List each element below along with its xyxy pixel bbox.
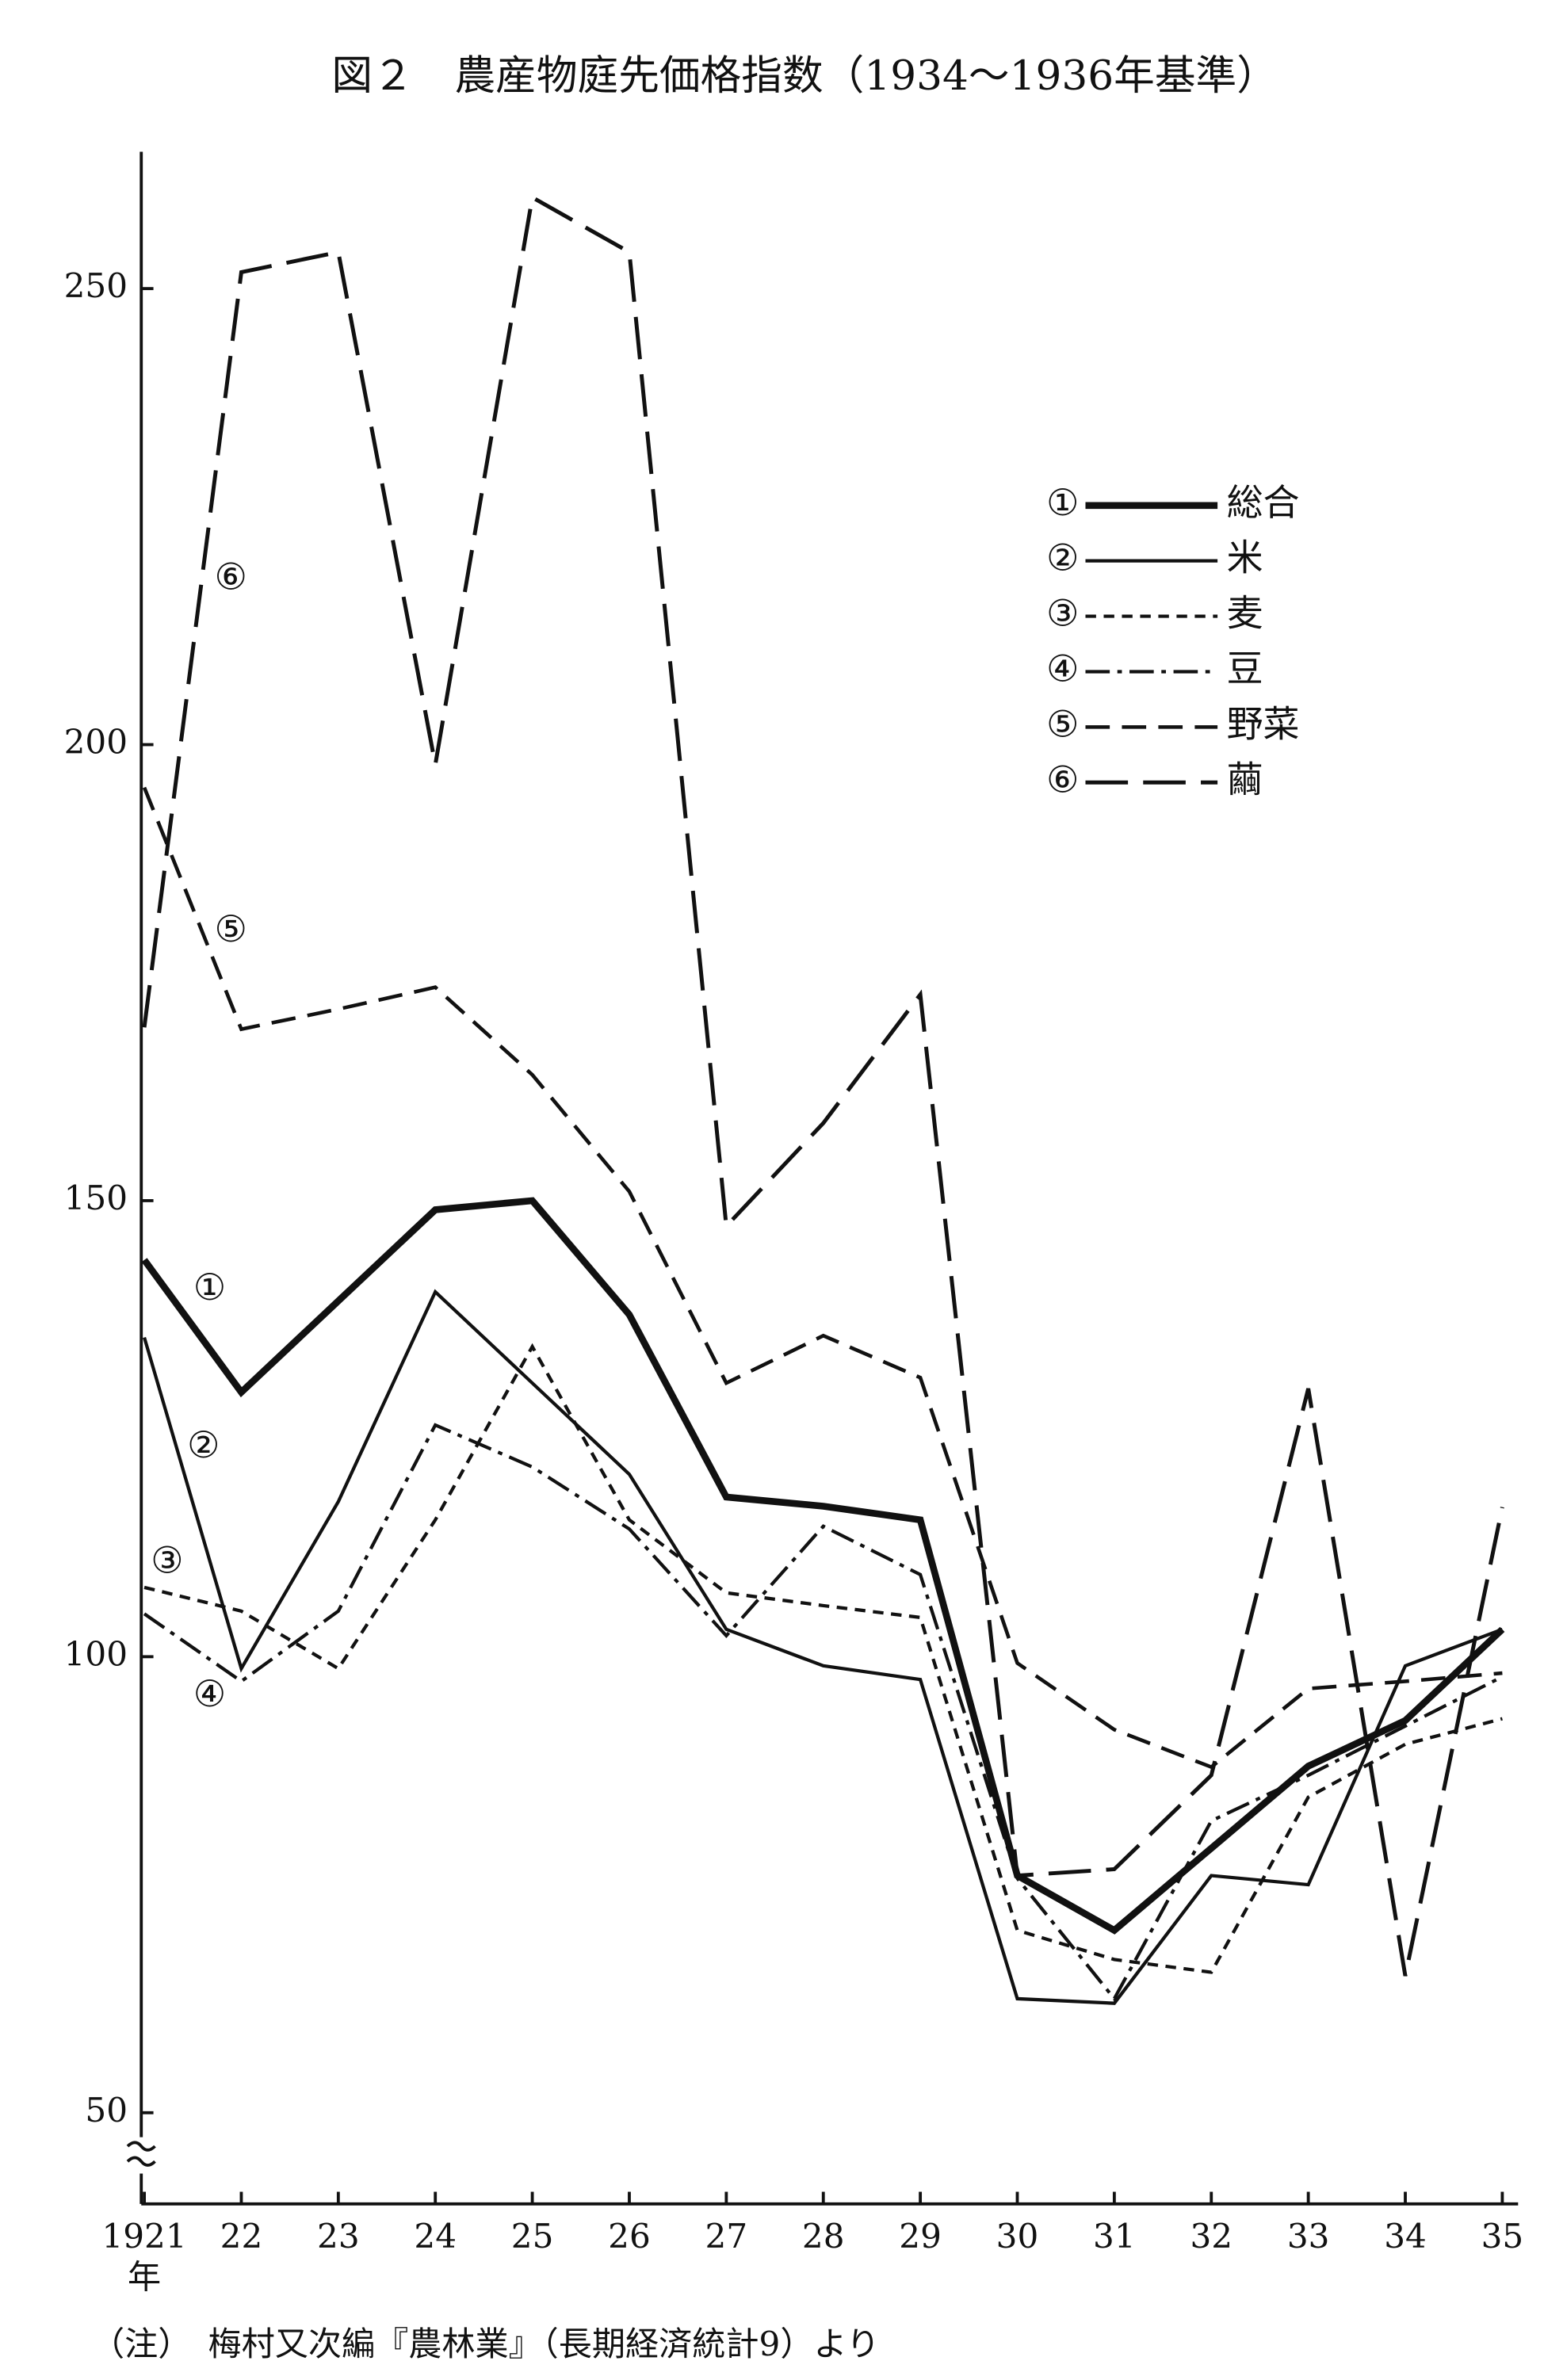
x-tick-label: 23	[317, 2217, 360, 2256]
legend-label: 繭	[1227, 758, 1263, 800]
x-tick-label: 22	[220, 2217, 263, 2256]
x-tick-label: 32	[1190, 2217, 1233, 2256]
series-marker-label: ③	[151, 1539, 183, 1582]
y-tick-label: 50	[85, 2091, 128, 2130]
x-tick-label: 29	[899, 2217, 942, 2256]
x-axis-label: 年	[128, 2258, 161, 2297]
series-marker-label: ⑥	[215, 556, 247, 598]
series-line	[143, 1289, 1504, 2005]
series-marker-label: ⑤	[215, 907, 247, 950]
legend-marker: ⑥	[1046, 758, 1079, 800]
x-tick-label: 30	[996, 2217, 1039, 2256]
y-tick-label: 250	[64, 266, 128, 305]
x-tick-label: 28	[802, 2217, 845, 2256]
x-tick-label: 33	[1287, 2217, 1330, 2256]
x-tick-label: 1921	[101, 2217, 186, 2256]
legend-label: 豆	[1227, 647, 1263, 690]
series-line	[143, 1423, 1504, 2002]
x-tick-label: 34	[1384, 2217, 1427, 2256]
series-marker-label: ④	[193, 1672, 226, 1715]
legend-label: 野菜	[1227, 702, 1300, 745]
x-tick-label: 35	[1481, 2217, 1524, 2256]
series-marker-label: ②	[187, 1423, 220, 1466]
legend-marker: ③	[1046, 592, 1079, 635]
x-tick-label: 31	[1093, 2217, 1136, 2256]
y-tick-label: 100	[64, 1634, 128, 1673]
legend-label: 総合	[1227, 481, 1300, 524]
x-tick-label: 26	[608, 2217, 651, 2256]
legend-marker: ②	[1046, 537, 1079, 579]
legend-marker: ①	[1046, 481, 1079, 524]
legend-label: 麦	[1227, 592, 1263, 635]
series-line	[141, 1197, 1505, 1935]
x-tick-label: 25	[511, 2217, 554, 2256]
legend-label: 米	[1227, 537, 1263, 579]
x-tick-label: 24	[414, 2217, 457, 2256]
series-line	[142, 194, 1504, 1977]
chart-title: 図２ 農産物庭先価格指数（1934～1936年基準）	[331, 52, 1277, 100]
series-line	[143, 1343, 1503, 1974]
series-marker-label: ①	[193, 1266, 226, 1308]
note: （注） 梅村又次編『農林業』（長期経済統計9）より	[91, 2325, 880, 2363]
legend-marker: ⑤	[1046, 702, 1079, 745]
y-tick-label: 200	[64, 723, 128, 762]
axis-break	[126, 2141, 156, 2167]
x-tick-label: 27	[705, 2217, 748, 2256]
legend-marker: ④	[1046, 647, 1079, 690]
series-line	[142, 786, 1503, 1770]
y-tick-label: 150	[64, 1179, 128, 1217]
